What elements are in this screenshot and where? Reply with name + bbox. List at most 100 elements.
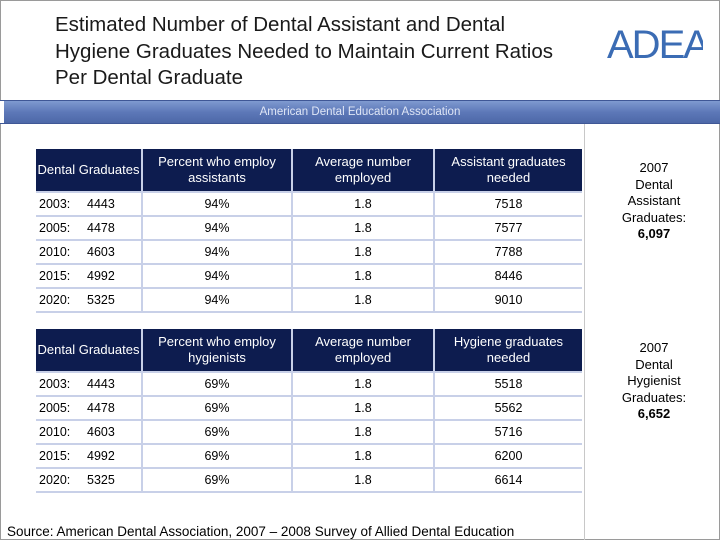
table-row: 2003: 4443 69% 1.8 5518 — [36, 372, 582, 397]
grads-value: 4603 — [87, 245, 115, 259]
grads-cell: 2005: 4478 — [36, 396, 142, 421]
sidebar-divider-line — [584, 124, 585, 540]
year-label: 2005: — [39, 401, 71, 415]
note-line: Hygienist — [627, 373, 681, 388]
grads-cell: 2020: 5325 — [36, 468, 142, 493]
avg-cell: 1.8 — [291, 264, 434, 289]
note-line: Dental — [635, 356, 673, 372]
header-percent-employ-hygienists: Percent who employ hygienists — [141, 329, 292, 373]
table-row: 2010: 4603 94% 1.8 7788 — [36, 240, 582, 265]
pct-cell: 69% — [141, 396, 292, 421]
frame-left-line — [0, 0, 1, 540]
table-row: 2020: 5325 69% 1.8 6614 — [36, 468, 582, 493]
table-row: 2003: 4443 94% 1.8 7518 — [36, 192, 582, 217]
adea-logo: ADEA — [607, 23, 712, 69]
grads-cell: 2010: 4603 — [36, 240, 142, 265]
note-line: 2007 — [639, 340, 669, 355]
grads-cell: 2005: 4478 — [36, 216, 142, 241]
grads-value: 5325 — [87, 293, 115, 307]
pct-cell: 94% — [141, 288, 292, 313]
grads-cell: 2003: 4443 — [36, 192, 142, 217]
grads-value: 4478 — [87, 401, 115, 415]
needed-cell: 9010 — [433, 288, 582, 313]
year-label: 2010: — [39, 245, 71, 259]
association-banner: American Dental Education Association — [0, 100, 720, 124]
assistant-graduates-note: 2007 Dental Assistant Graduates: 6,097 — [604, 160, 704, 243]
avg-cell: 1.8 — [291, 396, 434, 421]
pct-cell: 94% — [141, 240, 292, 265]
table-row: 2015: 4992 94% 1.8 8446 — [36, 264, 582, 289]
banner-left-edge — [0, 101, 4, 123]
note-value-row: 6,097 — [604, 226, 704, 243]
avg-cell: 1.8 — [291, 240, 434, 265]
header-dental-graduates: Dental Graduates — [36, 149, 142, 193]
note-line: Assistant — [627, 193, 681, 208]
note-line: Graduates: — [621, 389, 687, 405]
year-label: 2005: — [39, 221, 71, 235]
frame-top-line — [0, 0, 720, 1]
needed-cell: 5518 — [433, 372, 582, 397]
grads-cell: 2003: 4443 — [36, 372, 142, 397]
year-label: 2020: — [39, 473, 71, 487]
avg-cell: 1.8 — [291, 216, 434, 241]
needed-cell: 6614 — [433, 468, 582, 493]
header-hygiene-graduates-needed: Hygiene graduates needed — [433, 329, 582, 373]
avg-cell: 1.8 — [291, 420, 434, 445]
note-line: Dental — [635, 176, 673, 192]
slide-title: Estimated Number of Dental Assistant and… — [55, 13, 553, 89]
hygiene-table: Dental Graduates Percent who employ hygi… — [36, 329, 582, 493]
table-row: 2020: 5325 94% 1.8 9010 — [36, 288, 582, 313]
grads-value: 4443 — [87, 197, 115, 211]
needed-cell: 7788 — [433, 240, 582, 265]
year-label: 2020: — [39, 293, 71, 307]
pct-cell: 69% — [141, 468, 292, 493]
header-percent-employ-assistants: Percent who employ assistants — [141, 149, 292, 193]
pct-cell: 94% — [141, 264, 292, 289]
header-average-employed: Average number employed — [291, 149, 434, 193]
note-line: 2007 — [639, 160, 669, 175]
grads-value: 5325 — [87, 473, 115, 487]
banner-text: American Dental Education Association — [259, 106, 461, 118]
avg-cell: 1.8 — [291, 468, 434, 493]
needed-cell: 8446 — [433, 264, 582, 289]
needed-cell: 7518 — [433, 192, 582, 217]
header-dental-graduates: Dental Graduates — [36, 329, 142, 373]
hygienist-graduates-note: 2007 Dental Hygienist Graduates: 6,652 — [604, 340, 704, 423]
note-value-row: 6,652 — [604, 406, 704, 423]
source-citation: Source: American Dental Association, 200… — [7, 524, 515, 539]
year-label: 2015: — [39, 269, 71, 283]
needed-cell: 7577 — [433, 216, 582, 241]
avg-cell: 1.8 — [291, 192, 434, 217]
hygienist-graduates-value: 6,652 — [637, 406, 671, 421]
grads-value: 4992 — [87, 449, 115, 463]
table-row: 2010: 4603 69% 1.8 5716 — [36, 420, 582, 445]
hygiene-table-header: Dental Graduates Percent who employ hygi… — [36, 329, 582, 373]
pct-cell: 94% — [141, 192, 292, 217]
avg-cell: 1.8 — [291, 288, 434, 313]
header-assistant-graduates-needed: Assistant graduates needed — [433, 149, 582, 193]
needed-cell: 6200 — [433, 444, 582, 469]
grads-cell: 2010: 4603 — [36, 420, 142, 445]
year-label: 2003: — [39, 377, 71, 391]
table-row: 2015: 4992 69% 1.8 6200 — [36, 444, 582, 469]
grads-value: 4478 — [87, 221, 115, 235]
grads-value: 4992 — [87, 269, 115, 283]
pct-cell: 69% — [141, 420, 292, 445]
adea-logo-mark: ADEA — [607, 23, 712, 67]
needed-cell: 5716 — [433, 420, 582, 445]
avg-cell: 1.8 — [291, 372, 434, 397]
adea-logo-text: ADEA — [607, 24, 703, 64]
grads-cell: 2015: 4992 — [36, 444, 142, 469]
table-row: 2005: 4478 69% 1.8 5562 — [36, 396, 582, 421]
grads-cell: 2015: 4992 — [36, 264, 142, 289]
note-line: Graduates: — [621, 209, 687, 225]
header-average-employed: Average number employed — [291, 329, 434, 373]
grads-value: 4443 — [87, 377, 115, 391]
grads-value: 4603 — [87, 425, 115, 439]
assistant-table: Dental Graduates Percent who employ assi… — [36, 149, 582, 313]
pct-cell: 69% — [141, 372, 292, 397]
year-label: 2010: — [39, 425, 71, 439]
assistant-graduates-value: 6,097 — [637, 226, 671, 241]
needed-cell: 5562 — [433, 396, 582, 421]
assistant-table-header: Dental Graduates Percent who employ assi… — [36, 149, 582, 193]
